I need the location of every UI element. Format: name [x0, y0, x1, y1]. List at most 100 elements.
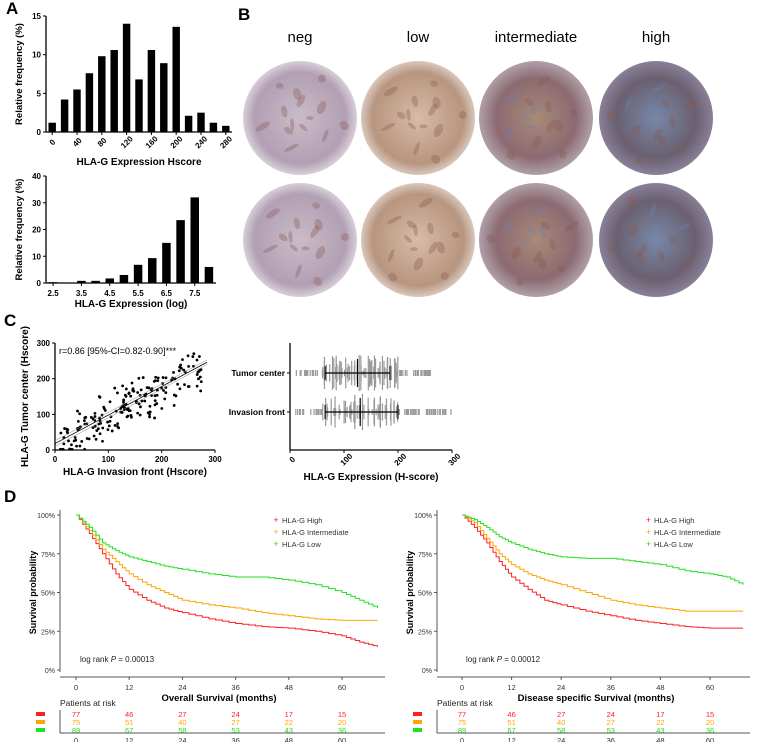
tissue-texture — [284, 126, 294, 135]
tissue-texture — [657, 227, 665, 235]
scatter-point — [96, 427, 100, 431]
tissue-texture — [458, 111, 467, 120]
x-tick-label: 0 — [53, 455, 58, 464]
scatter-point — [132, 389, 136, 393]
risk-x-tick-label: 12 — [125, 736, 133, 742]
scatter-point — [199, 389, 203, 393]
tissue-texture — [638, 244, 647, 257]
regression-line — [54, 361, 208, 444]
tissue-texture — [387, 215, 402, 224]
tissue-texture — [657, 135, 667, 148]
bar-6.5 — [162, 242, 171, 283]
x-tick-label: 24 — [178, 683, 186, 692]
risk-count: 20 — [338, 718, 346, 727]
scatter-point — [136, 411, 140, 415]
annotation-part: log rank — [80, 655, 111, 664]
y-tick-label: 25% — [418, 629, 432, 636]
x-tick-label: 80 — [96, 136, 109, 149]
category-label: Invasion front — [229, 407, 285, 417]
y-tick-label: 30 — [32, 199, 41, 208]
x-tick-label: 12 — [507, 683, 515, 692]
x-axis-label: Disease specific Survival (months) — [518, 693, 675, 704]
scatter-point — [102, 405, 106, 409]
risk-row-color-key — [413, 712, 422, 716]
legend-label: HLA-G High — [654, 516, 694, 525]
risk-row-color-key — [36, 720, 45, 724]
tissue-texture — [533, 250, 542, 264]
bar-6 — [148, 258, 157, 283]
tissue-texture — [558, 150, 567, 159]
tissue-texture — [536, 75, 551, 86]
risk-count: 40 — [178, 718, 186, 727]
risk-count: 51 — [507, 718, 515, 727]
tissue-core-high-1 — [599, 61, 713, 175]
scatter-point — [93, 412, 97, 415]
tissue-texture — [642, 117, 651, 122]
risk-count: 43 — [285, 726, 293, 735]
tissue-texture — [653, 83, 668, 92]
scatter-point — [76, 419, 80, 423]
bar-60 — [85, 73, 94, 132]
bar-5 — [119, 274, 129, 283]
scatter-point — [99, 421, 102, 425]
risk-count: 36 — [338, 726, 346, 735]
x-axis-label: HLA-G Expression (log) — [75, 299, 188, 310]
scatter-point — [67, 439, 70, 443]
y-tick-label: 200 — [37, 375, 51, 384]
scatter-point — [191, 355, 195, 359]
tissue-texture — [281, 105, 288, 118]
tissue-texture — [313, 276, 323, 286]
risk-x-tick-label: 36 — [231, 736, 239, 742]
confidence-band — [54, 359, 208, 441]
tissue-texture — [388, 272, 398, 282]
scatter-point — [108, 419, 112, 423]
scatter-point — [164, 386, 168, 389]
x-tick-label: 280 — [218, 134, 234, 150]
y-tick-label: 40 — [32, 172, 41, 181]
scatter-point — [116, 391, 119, 395]
scatter-point — [106, 428, 110, 432]
tissue-texture — [315, 246, 326, 260]
panel-label-a: A — [6, 0, 18, 18]
legend-marker: + — [273, 539, 278, 549]
tissue-texture — [427, 222, 434, 235]
tissue-texture — [564, 221, 579, 232]
risk-count: 58 — [557, 726, 565, 735]
tissue-label-low: low — [407, 29, 430, 46]
tissue-texture — [676, 143, 685, 151]
legend-marker: + — [273, 527, 278, 537]
tissue-texture — [607, 245, 616, 254]
tissue-texture — [541, 222, 550, 230]
survival-curve-hla-g-intermediate — [76, 514, 378, 621]
risk-count: 53 — [607, 726, 615, 735]
scatter-point — [87, 437, 91, 441]
y-tick-label: 10 — [32, 51, 41, 60]
legend-label: HLA-G Low — [282, 540, 321, 549]
tissue-label-high: high — [642, 29, 670, 46]
risk-count: 51 — [125, 718, 133, 727]
risk-count: 20 — [706, 718, 714, 727]
scatter-point — [195, 373, 199, 376]
scatter-point — [78, 412, 82, 416]
scatter-point — [110, 429, 114, 433]
annotation-part: log rank — [466, 655, 497, 664]
tissue-texture — [406, 108, 411, 121]
tissue-texture — [301, 246, 310, 251]
tissue-texture — [635, 251, 644, 264]
tissue-texture — [316, 101, 327, 115]
bar-100 — [110, 50, 118, 132]
scatter-point — [179, 366, 183, 370]
bar-180 — [160, 63, 168, 132]
risk-x-tick-label: 60 — [706, 736, 714, 742]
x-tick-label: 24 — [557, 683, 565, 692]
tissue-texture — [428, 103, 438, 116]
legend-label: HLA-G Intermediate — [654, 528, 721, 537]
survival-curve-hla-g-intermediate — [462, 514, 744, 612]
scatter-point — [137, 402, 141, 406]
bar-8 — [204, 266, 214, 283]
tissue-core-low-2 — [361, 183, 475, 297]
scatter-point — [94, 437, 98, 441]
annotation-part: = 0.00013 — [116, 655, 155, 664]
tissue-texture — [295, 264, 302, 278]
